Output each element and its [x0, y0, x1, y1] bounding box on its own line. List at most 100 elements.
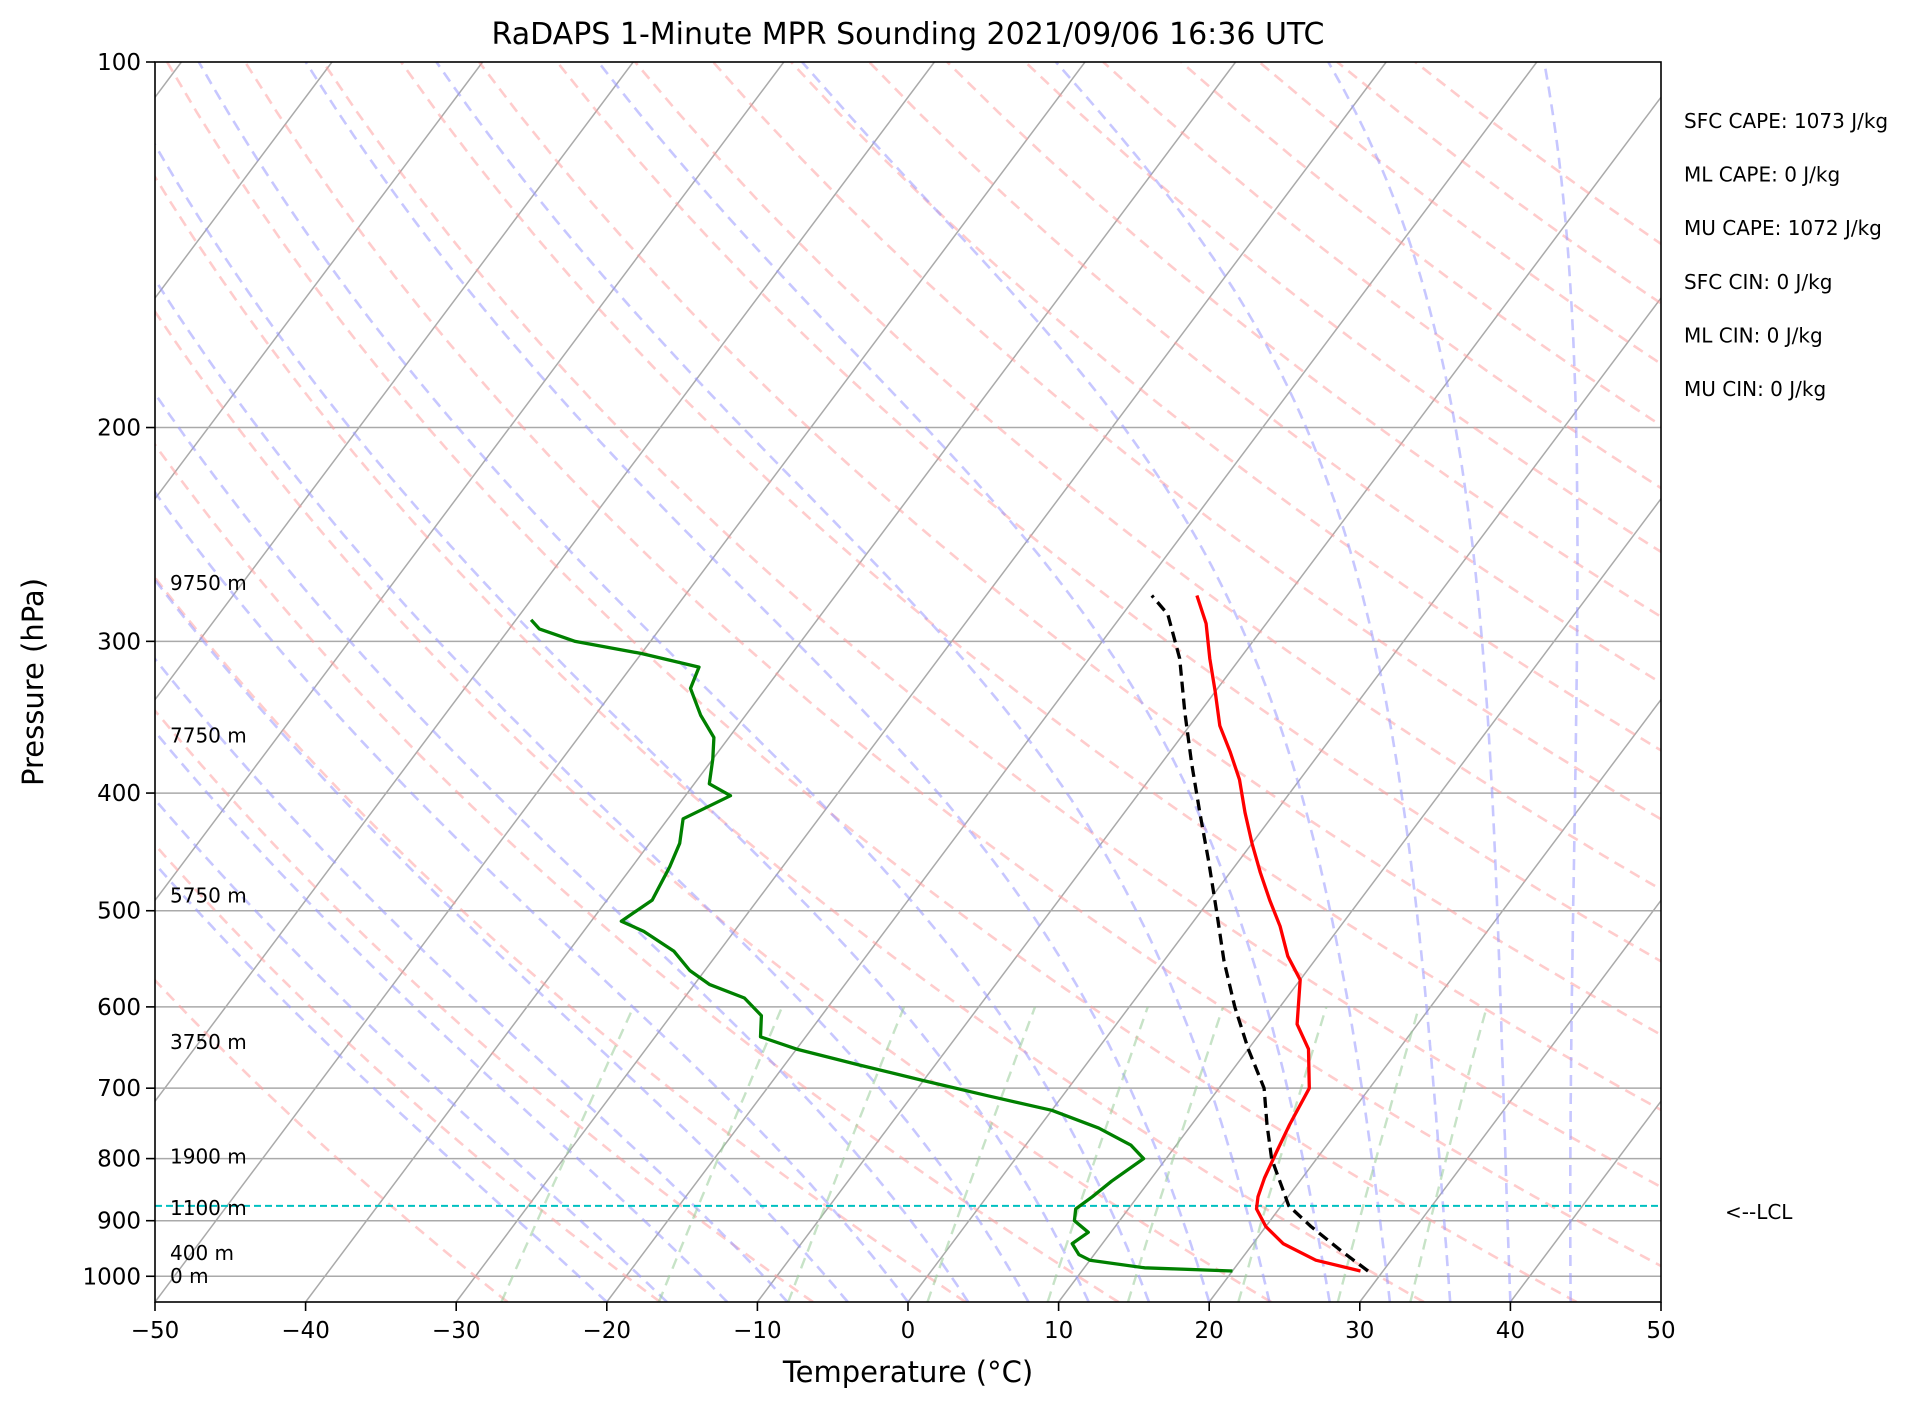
parameter-label: MU CAPE: 1072 J/kg	[1684, 216, 1882, 240]
mixing-ratio-line	[1126, 1006, 1225, 1302]
x-axis-ticks: −50 −40 −30 −20 −10 0 10 20 30 40 50	[131, 1302, 1676, 1344]
background-grid	[155, 62, 1661, 1302]
height-label: 1100 m	[170, 1196, 247, 1220]
x-axis-label: Temperature (°C)	[782, 1355, 1033, 1389]
y-tick-label: 100	[97, 50, 141, 76]
dry-adiabat-line	[634, 62, 1661, 891]
temperature-profile	[1195, 594, 1361, 1273]
moist-adiabat-line	[1327, 62, 1512, 1302]
mixing-ratio-line	[926, 1006, 1037, 1302]
dry-adiabat-line	[155, 842, 662, 1302]
y-tick-label: 600	[97, 995, 141, 1021]
dry-adiabat-line	[155, 978, 509, 1302]
parameter-label: SFC CIN: 0 J/kg	[1684, 270, 1832, 294]
parameter-label: ML CIN: 0 J/kg	[1684, 323, 1823, 347]
profile-series	[529, 594, 1369, 1273]
isotherm-line	[1359, 899, 1661, 1302]
parameter-label: MU CIN: 0 J/kg	[1684, 377, 1826, 401]
isotherm-line	[155, 62, 1086, 1302]
mixing-ratio-line	[1336, 1006, 1421, 1302]
parameter-list: SFC CAPE: 1073 J/kg ML CAPE: 0 J/kg MU CAP…	[1684, 109, 1888, 401]
y-tick-label: 800	[97, 1147, 141, 1173]
dry-adiabat-line	[155, 309, 1272, 1302]
isotherm-line	[1057, 497, 1661, 1302]
dry-adiabat-line	[155, 174, 1425, 1302]
dry-adiabat-line	[478, 62, 1661, 1037]
moist-adiabat-line	[155, 861, 608, 1302]
mixing-ratio-line	[1409, 1006, 1488, 1302]
dry-adiabat-line	[165, 62, 1578, 1302]
x-tick-label: −20	[583, 1318, 632, 1344]
x-tick-label: 30	[1345, 1318, 1374, 1344]
chart-title: RaDAPS 1-Minute MPR Sounding 2021/09/06 …	[492, 17, 1325, 52]
moist-adiabat-line	[197, 62, 1151, 1302]
x-tick-label: 0	[901, 1318, 916, 1344]
y-tick-label: 300	[97, 629, 141, 655]
moist-adiabat-line	[435, 62, 1271, 1302]
moist-adiabat-line	[155, 656, 789, 1302]
moist-adiabat-line	[155, 277, 1030, 1302]
isotherm-line	[907, 296, 1661, 1302]
x-tick-label: 50	[1646, 1318, 1675, 1344]
moist-adiabat-line	[304, 62, 1211, 1302]
height-label: 0 m	[170, 1264, 209, 1288]
x-tick-label: 20	[1195, 1318, 1224, 1344]
y-tick-label: 1000	[82, 1264, 141, 1290]
x-tick-label: 10	[1044, 1318, 1073, 1344]
mixing-ratio-line	[1046, 1006, 1149, 1302]
dry-adiabat-line	[400, 62, 1661, 1112]
mixing-ratio-line	[500, 1006, 635, 1302]
dry-adiabat-line	[244, 62, 1661, 1268]
isotherm-line	[455, 62, 1387, 1302]
y-axis-ticks: 100 200 300 400 500 600 700 800 900 1000	[82, 50, 155, 1290]
mixing-ratio-line	[657, 1006, 784, 1302]
dry-adiabat-line	[556, 62, 1661, 963]
parcel-profile	[1150, 594, 1369, 1273]
isotherm-line	[155, 62, 936, 1103]
dry-adiabat-line	[790, 62, 1661, 752]
moist-adiabat-line	[155, 142, 1090, 1302]
dry-adiabat-line	[322, 62, 1661, 1189]
dewpoint-profile	[529, 618, 1233, 1273]
x-tick-label: −10	[733, 1318, 782, 1344]
x-tick-label: −50	[131, 1318, 180, 1344]
dry-adiabat-line	[155, 442, 1120, 1302]
x-tick-label: 40	[1496, 1318, 1525, 1344]
moist-adiabat-line	[1054, 62, 1452, 1302]
isotherm-line	[305, 62, 1237, 1302]
height-label: 5750 m	[170, 884, 247, 908]
height-label: 3750 m	[170, 1030, 247, 1054]
lcl-label: <--LCL	[1725, 1200, 1793, 1224]
isotherm-line	[155, 62, 484, 501]
y-tick-label: 900	[97, 1209, 141, 1235]
mixing-ratio-line	[787, 1006, 906, 1302]
height-label: 7750 m	[170, 724, 247, 748]
moist-adiabat-line	[155, 577, 849, 1302]
dry-adiabat-line	[946, 62, 1661, 619]
moist-adiabat-line	[155, 490, 910, 1302]
height-label: 9750 m	[170, 571, 247, 595]
isotherm-line	[606, 62, 1538, 1302]
moist-adiabat-line	[155, 391, 970, 1302]
moist-adiabat-line	[1542, 62, 1579, 1302]
y-tick-label: 500	[97, 899, 141, 925]
dry-adiabat-line	[712, 62, 1661, 821]
y-axis-label: Pressure (hPa)	[16, 578, 50, 786]
mixing-ratio-line	[1237, 1006, 1328, 1302]
x-tick-label: −40	[281, 1318, 330, 1344]
height-label: 1900 m	[170, 1144, 247, 1168]
parameter-label: ML CAPE: 0 J/kg	[1684, 163, 1840, 187]
height-labels: 9750 m 7750 m 5750 m 3750 m 1900 m 1100 m 400 …	[170, 571, 247, 1288]
x-tick-label: −30	[432, 1318, 481, 1344]
isotherm-line	[155, 62, 634, 701]
height-label: 400 m	[170, 1241, 234, 1265]
isotherm-line	[155, 62, 785, 902]
y-tick-label: 200	[97, 416, 141, 442]
moist-adiabat-line	[801, 62, 1392, 1302]
isotherm-line	[155, 62, 333, 300]
y-tick-label: 700	[97, 1076, 141, 1102]
y-tick-label: 400	[97, 781, 141, 807]
moist-adiabat-line	[597, 62, 1331, 1302]
parameter-label: SFC CAPE: 1073 J/kg	[1684, 109, 1888, 133]
